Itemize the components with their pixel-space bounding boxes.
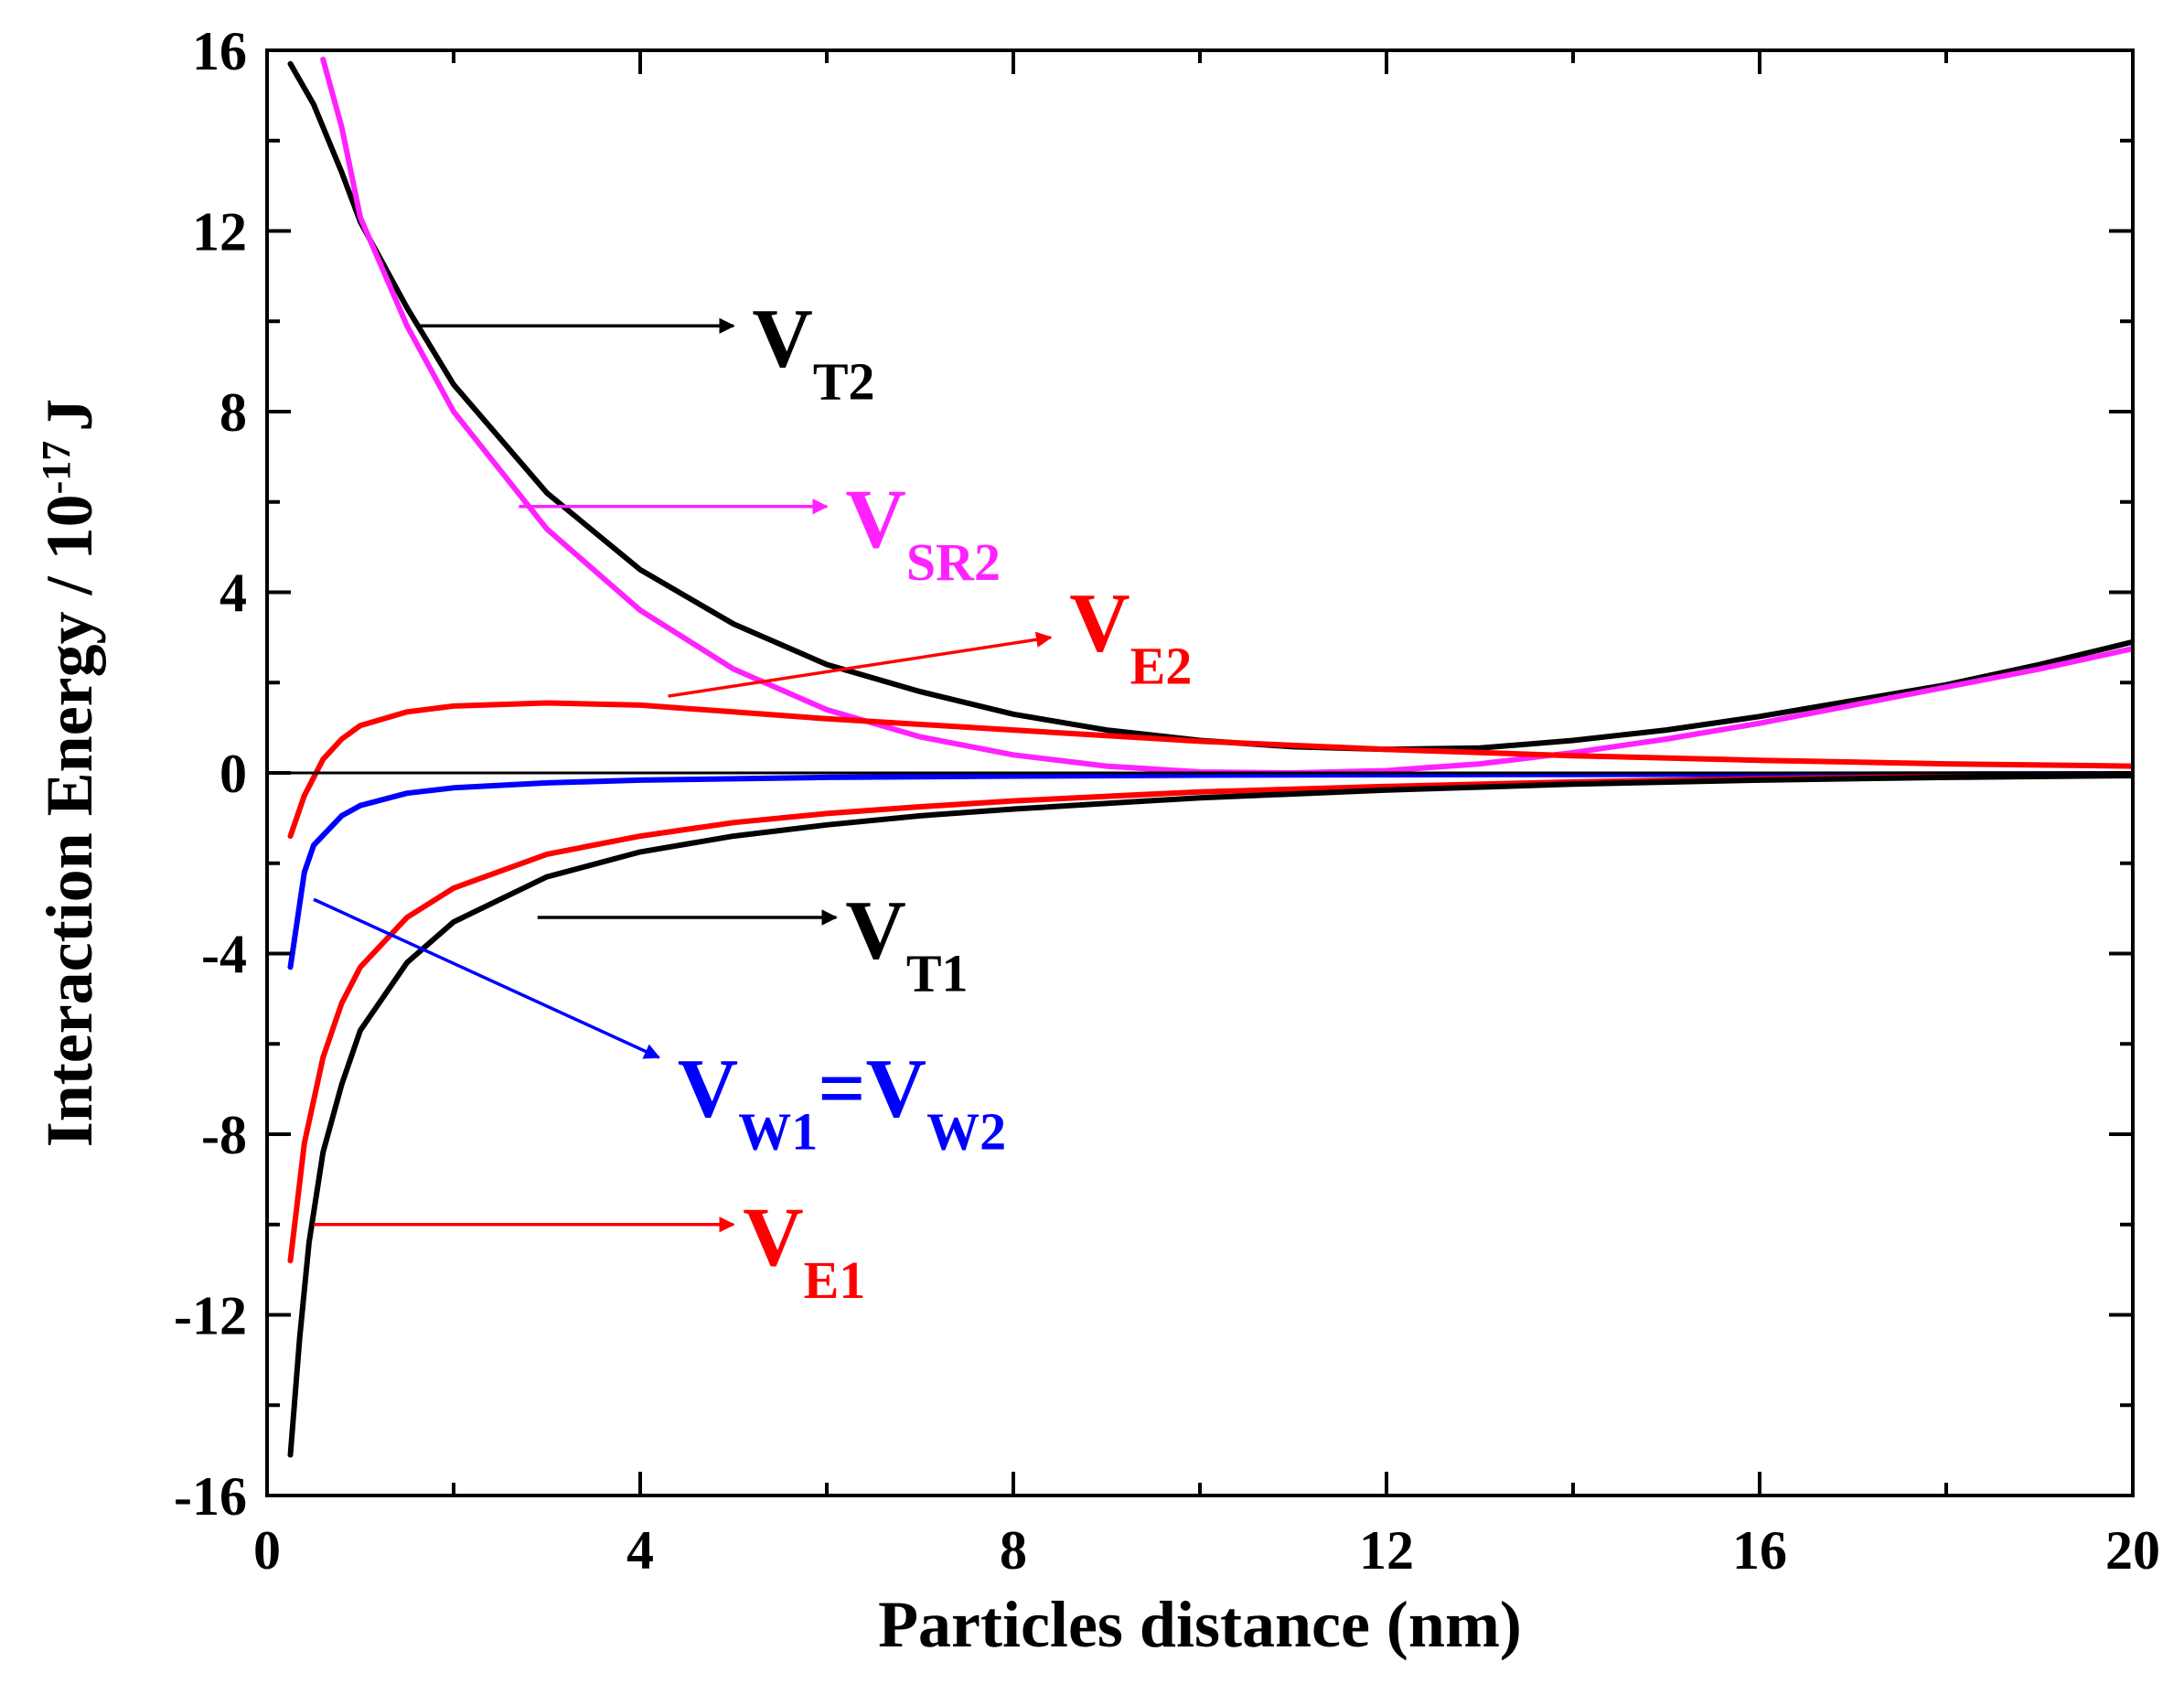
axes-layer: 0 4 8 12 16 20 16 12 8 4 0 -4 -8 -12 -16 [174,21,2160,1581]
series-label-sub: W1 [738,1101,818,1161]
x-tick-label: 12 [1359,1520,1414,1581]
series-line-vsr2 [320,56,2133,776]
y-tick-label: 4 [219,563,247,624]
series-label-main: V [845,883,905,976]
series-line-vw1-vw2 [287,771,2133,970]
series-label-sub: E2 [1130,637,1193,696]
series-label-sub: T1 [906,943,969,1002]
series-line-ve1 [287,772,2133,1264]
y-tick-label: -12 [174,1286,247,1346]
y-tick-label: 0 [219,744,247,804]
y-axis-title-base: Interaction Energy / 10 [33,494,106,1147]
x-tick-label: 16 [1732,1520,1787,1581]
series-label-main: V [752,292,812,385]
x-tick-label: 20 [2105,1520,2160,1581]
annotation-arrow-ve2 [668,631,1053,698]
y-axis-title: Interaction Energy / 10-17 J [33,399,106,1148]
series-label-ve2: VE2 [1069,576,1192,696]
y-axis-title-exponent: -17 [34,441,79,495]
y-tick-label: -16 [174,1466,247,1527]
series-label-mid: =V [818,1041,926,1134]
series-line-ve2 [287,700,2133,840]
y-axis-title-unit: J [33,399,106,432]
series-label-vsr2: VSR2 [845,472,1001,592]
series-label-main: V [743,1190,803,1283]
series-line-vt1 [287,773,2133,1458]
series-line-vt2 [287,60,2133,753]
y-tick-label: -8 [201,1105,247,1165]
series-label-ve1: VE1 [743,1190,865,1310]
series-layer [287,56,2133,1458]
series-label-main: V [1069,576,1129,670]
x-tick-label: 4 [626,1520,654,1581]
series-label-main: V [678,1041,738,1134]
series-label-main: V [845,472,905,565]
x-tick-label: 0 [253,1520,281,1581]
x-axis-title: Particles distance (nm) [878,1588,1522,1661]
series-label-sub: SR2 [906,532,1001,592]
series-label-vt1: VT1 [845,883,968,1002]
series-label-sub: E1 [804,1250,866,1310]
y-tick-label: 8 [219,382,247,443]
series-label-sub: T2 [813,352,875,412]
annotation-arrow-vw1-vw2 [313,897,660,1059]
series-label-vw1-vw2: VW1=VW2 [678,1041,1006,1161]
series-label-sub2: W2 [926,1101,1006,1161]
series-label-vt2: VT2 [752,292,874,412]
y-tick-label: 12 [192,202,247,263]
y-tick-label: -4 [201,925,247,985]
y-tick-label: 16 [192,21,247,81]
x-tick-label: 8 [1000,1520,1027,1581]
